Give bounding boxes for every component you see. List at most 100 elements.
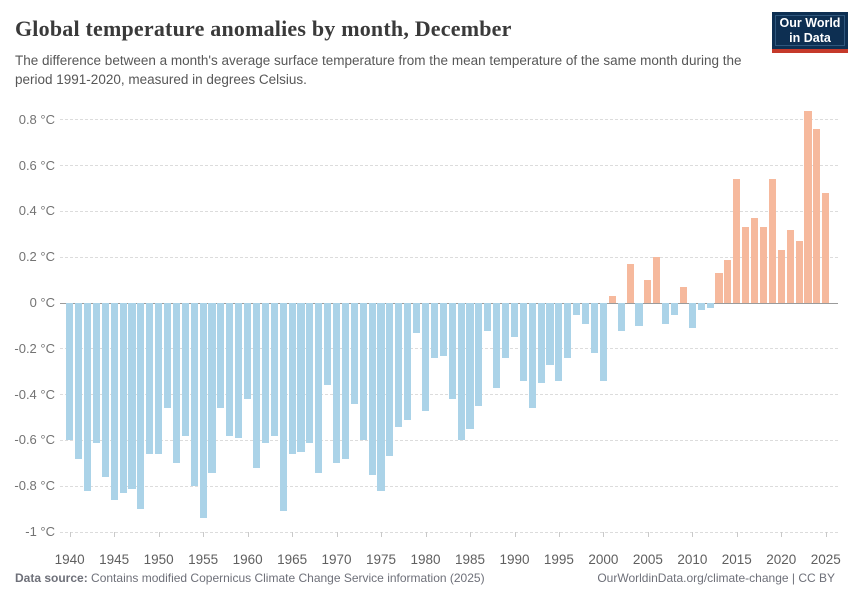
bar-1997[interactable] xyxy=(573,303,581,315)
owid-logo-line2: in Data xyxy=(789,30,831,45)
bar-1980[interactable] xyxy=(421,303,430,411)
bar-1996[interactable] xyxy=(564,303,572,358)
bar-1993[interactable] xyxy=(537,303,545,384)
gridline-0.4 xyxy=(60,210,838,212)
bar-1967[interactable] xyxy=(306,303,314,443)
owid-logo-inner: Our World in Data xyxy=(775,15,845,46)
bar-2011[interactable] xyxy=(697,303,705,310)
bar-1943[interactable] xyxy=(92,303,100,443)
bar-1954[interactable] xyxy=(190,303,198,487)
bar-2017[interactable] xyxy=(751,218,759,303)
bar-1981[interactable] xyxy=(430,303,438,358)
x-tick-2025 xyxy=(825,532,827,537)
bar-1982[interactable] xyxy=(439,303,447,356)
bar-2002[interactable] xyxy=(617,303,625,331)
bar-1952[interactable] xyxy=(172,303,180,464)
bar-1998[interactable] xyxy=(582,303,590,324)
bar-1959[interactable] xyxy=(235,303,243,439)
bar-1983[interactable] xyxy=(448,303,456,400)
bar-1972[interactable] xyxy=(350,303,358,404)
bar-1945[interactable] xyxy=(110,303,118,500)
bar-1961[interactable] xyxy=(252,303,261,468)
bar-2003[interactable] xyxy=(626,264,634,303)
bar-2014[interactable] xyxy=(724,259,732,303)
bar-1965[interactable] xyxy=(288,303,296,455)
bar-1974[interactable] xyxy=(368,303,376,475)
bar-1990[interactable] xyxy=(510,303,519,338)
bar-2001[interactable] xyxy=(608,296,616,303)
bar-1986[interactable] xyxy=(475,303,483,406)
x-tick-label-2000: 2000 xyxy=(588,552,619,567)
bar-1944[interactable] xyxy=(101,303,109,477)
bar-2013[interactable] xyxy=(715,273,723,303)
bar-1984[interactable] xyxy=(457,303,465,441)
bar-2012[interactable] xyxy=(706,303,714,308)
bar-2023[interactable] xyxy=(804,110,812,303)
x-tick-label-1970: 1970 xyxy=(321,552,352,567)
bar-1999[interactable] xyxy=(590,303,599,354)
bar-1964[interactable] xyxy=(279,303,287,512)
bar-1970[interactable] xyxy=(332,303,341,464)
bar-1992[interactable] xyxy=(528,303,536,409)
bar-2005[interactable] xyxy=(644,280,652,303)
bar-2006[interactable] xyxy=(653,257,661,303)
bar-1942[interactable] xyxy=(83,303,92,491)
bar-1978[interactable] xyxy=(404,303,412,420)
x-tick-label-1990: 1990 xyxy=(499,552,530,567)
bar-2010[interactable] xyxy=(688,303,696,329)
owid-logo[interactable]: Our World in Data xyxy=(772,12,848,53)
bar-1962[interactable] xyxy=(261,303,269,443)
y-tick-label-0.8: 0.8 °C xyxy=(18,111,55,127)
bar-1971[interactable] xyxy=(341,303,349,459)
bar-1979[interactable] xyxy=(413,303,421,333)
bar-2024[interactable] xyxy=(813,129,821,303)
bar-2018[interactable] xyxy=(759,227,768,303)
bar-1958[interactable] xyxy=(226,303,234,436)
bar-1975[interactable] xyxy=(377,303,385,491)
bar-1988[interactable] xyxy=(493,303,501,388)
x-tick-label-1960: 1960 xyxy=(232,552,263,567)
bar-1955[interactable] xyxy=(199,303,207,519)
bar-1985[interactable] xyxy=(466,303,474,429)
bar-1969[interactable] xyxy=(324,303,332,386)
bar-2019[interactable] xyxy=(768,179,776,303)
x-tick-1995 xyxy=(558,532,560,537)
bar-1947[interactable] xyxy=(128,303,136,489)
bar-1941[interactable] xyxy=(75,303,83,459)
bar-1946[interactable] xyxy=(119,303,127,494)
bar-2015[interactable] xyxy=(733,179,741,303)
bar-1977[interactable] xyxy=(395,303,403,427)
bar-2009[interactable] xyxy=(679,287,688,303)
bar-2022[interactable] xyxy=(795,241,803,303)
bar-1987[interactable] xyxy=(484,303,492,331)
bar-1966[interactable] xyxy=(297,303,305,452)
y-tick-label--0.6: -0.6 °C xyxy=(14,432,55,448)
bar-1953[interactable] xyxy=(181,303,189,436)
bar-2000[interactable] xyxy=(599,303,607,381)
bar-1950[interactable] xyxy=(155,303,163,455)
bar-1948[interactable] xyxy=(137,303,145,510)
bar-2016[interactable] xyxy=(742,227,750,303)
x-tick-2000 xyxy=(603,532,605,537)
bar-2007[interactable] xyxy=(662,303,670,324)
bar-1994[interactable] xyxy=(546,303,554,365)
bar-1940[interactable] xyxy=(66,303,74,441)
bar-1968[interactable] xyxy=(315,303,323,473)
bar-2020[interactable] xyxy=(777,250,785,303)
bar-1976[interactable] xyxy=(386,303,394,457)
bar-1973[interactable] xyxy=(359,303,367,441)
bar-2025[interactable] xyxy=(822,193,830,303)
bar-1995[interactable] xyxy=(555,303,563,381)
bar-2004[interactable] xyxy=(635,303,643,326)
bar-2021[interactable] xyxy=(786,229,794,303)
bar-1991[interactable] xyxy=(519,303,527,381)
bar-1951[interactable] xyxy=(163,303,172,409)
bar-1949[interactable] xyxy=(146,303,154,455)
bar-1989[interactable] xyxy=(502,303,510,358)
bar-1963[interactable] xyxy=(270,303,278,436)
bar-2008[interactable] xyxy=(671,303,679,315)
bar-1956[interactable] xyxy=(208,303,216,473)
bar-1957[interactable] xyxy=(217,303,225,409)
owid-url-link[interactable]: OurWorldinData.org/climate-change | CC B… xyxy=(597,571,835,585)
bar-1960[interactable] xyxy=(244,303,252,400)
